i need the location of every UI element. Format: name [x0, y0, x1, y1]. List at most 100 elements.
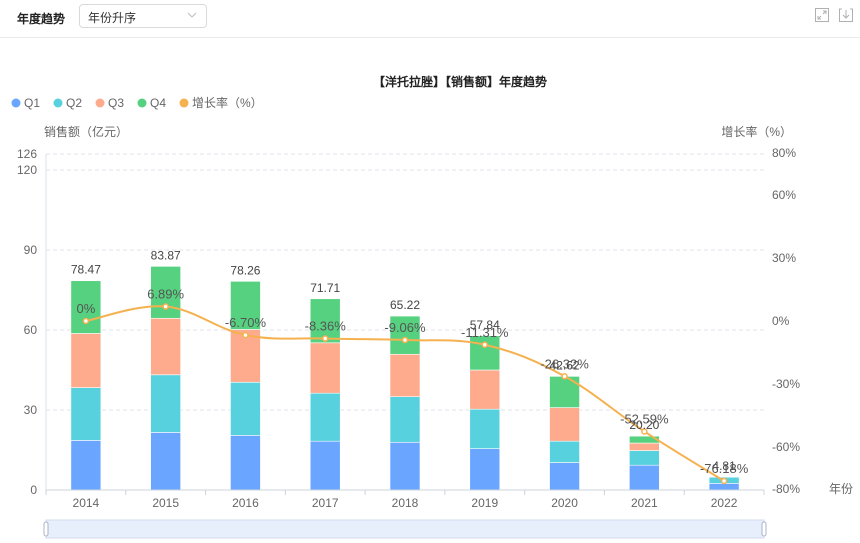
- fullscreen-icon[interactable]: [815, 8, 829, 22]
- legend-item[interactable]: 增长率（%）: [179, 95, 263, 110]
- x-tick-label: 2016: [232, 496, 259, 510]
- growth-label-2015: 6.89%: [147, 287, 184, 302]
- bar-q3-2017: [309, 342, 341, 394]
- bar-q2-2014: [70, 387, 102, 441]
- bar-q1-2015: [150, 432, 181, 491]
- bar-q2-2017: [309, 392, 341, 442]
- x-tick-label: 2014: [73, 496, 100, 510]
- datazoom-handle-left[interactable]: [43, 521, 49, 537]
- growth-point-2017: [321, 335, 329, 342]
- bar-q1-2021: [629, 464, 660, 491]
- sort-select-value: 年份升序: [88, 11, 137, 25]
- y-axis-ticks: 0 30 60 90 120 126: [17, 147, 37, 497]
- legend-label: 增长率（%）: [192, 95, 263, 110]
- growth-point-2016: [242, 331, 249, 339]
- legend-marker: [53, 98, 63, 108]
- x-tick-label: 2021: [631, 496, 658, 510]
- bar-q3-2018: [389, 353, 421, 397]
- bar-q4-2018: [389, 315, 421, 355]
- y-tick-label: 60: [24, 323, 38, 337]
- x-tick-label: 2022: [711, 496, 738, 510]
- datazoom-track[interactable]: [45, 519, 765, 539]
- growth-point-2014: [82, 317, 90, 325]
- sort-select[interactable]: 年份升序: [79, 4, 207, 28]
- bar-q2-2019: [469, 408, 501, 449]
- total-label-2017: 71.71: [310, 281, 340, 295]
- x-axis: 2014 2015 2016 2017 2018 2019 2020 2021 2022: [45, 489, 765, 510]
- growth-label-2019: -11.31%: [461, 325, 509, 340]
- bar-q4-2016: [230, 281, 261, 330]
- legend-item[interactable]: Q2: [53, 96, 83, 110]
- panel-title: 年度趋势: [17, 12, 66, 26]
- bar-q3-2014: [70, 333, 102, 388]
- bar-q4-2014: [70, 280, 102, 334]
- bar-q1-2022: [708, 483, 740, 491]
- bar-q3-2021: [629, 442, 660, 451]
- growth-label-2016: -6.70%: [225, 315, 267, 330]
- x-tick-label: 2019: [471, 496, 498, 510]
- bar-q1-2018: [389, 441, 421, 491]
- legend-label: Q3: [108, 96, 124, 110]
- bar-q2-2021: [629, 450, 660, 466]
- y2-axis-ticks: -80% -60% -30% 0% 30% 60% 80%: [772, 146, 800, 496]
- total-label-2022: 4.81: [712, 459, 736, 473]
- bar-q4-2021: [629, 435, 660, 444]
- bar-q1-2014: [70, 440, 102, 491]
- total-label-2018: 65.22: [390, 298, 420, 312]
- y2-tick-label: -60%: [772, 440, 800, 454]
- growth-point-2019: [481, 341, 489, 349]
- bar-q1-2017: [309, 440, 341, 491]
- bar-q1-2016: [230, 435, 261, 491]
- y2-axis-title: 增长率（%）: [721, 124, 792, 139]
- legend-item[interactable]: Q1: [11, 96, 41, 110]
- growth-point-2020: [561, 373, 568, 380]
- y2-tick-label: 0%: [772, 314, 790, 328]
- y-tick-label: 90: [24, 243, 38, 257]
- total-label-2016: 78.26: [230, 263, 260, 277]
- growth-label-2018: -9.06%: [384, 320, 426, 335]
- bar-q4-2019: [469, 335, 501, 371]
- bar-q4-2020: [549, 376, 580, 408]
- data-labels: 78.47 83.87 78.26 71.71 65.22 57.84 42.62 20.20…: [71, 248, 749, 476]
- total-label-2021: 20.20: [629, 418, 659, 432]
- datazoom-slider[interactable]: [43, 519, 767, 539]
- legend-item[interactable]: Q3: [95, 96, 125, 110]
- growth-label-2017: -8.36%: [305, 319, 347, 334]
- total-label-2014: 78.47: [71, 263, 101, 277]
- growth-label-2021: -52.59%: [620, 411, 669, 426]
- y2-tick-label: -30%: [772, 377, 800, 391]
- legend: Q1 Q2 Q3 Q4 增长率（%）: [11, 95, 263, 110]
- bar-q1-2019: [469, 448, 501, 491]
- bar-q1-2020: [549, 462, 580, 491]
- y-tick-label: 30: [24, 403, 38, 417]
- bars: [70, 266, 740, 491]
- bar-q2-2020: [549, 440, 580, 463]
- chevron-down-icon: [187, 12, 197, 18]
- bar-q3-2020: [549, 407, 580, 442]
- bar-q2-2015: [150, 374, 181, 433]
- download-icon[interactable]: [839, 8, 853, 22]
- x-axis-title: 年份: [829, 482, 853, 496]
- growth-point-2015: [162, 303, 169, 310]
- chart-title: 【洋托拉脞】【销售额】年度趋势: [373, 74, 547, 89]
- y-tick-label: 126: [17, 147, 37, 161]
- growth-point-2021: [641, 428, 648, 435]
- datazoom-handle-right[interactable]: [761, 521, 767, 537]
- growth-line: [82, 303, 728, 485]
- x-tick-label: 2020: [551, 496, 578, 510]
- legend-item[interactable]: Q4: [137, 96, 167, 110]
- growth-point-2022: [720, 477, 728, 485]
- x-tick-label: 2017: [312, 496, 339, 510]
- x-tick-label: 2015: [152, 496, 179, 510]
- total-label-2020: 42.62: [550, 358, 580, 372]
- bar-q3-2015: [150, 317, 181, 376]
- y2-tick-label: -80%: [772, 482, 800, 496]
- legend-label: Q1: [24, 96, 40, 110]
- bar-q2-2018: [389, 396, 421, 443]
- total-label-2019: 57.84: [470, 318, 500, 332]
- legend-marker: [11, 98, 21, 108]
- y-tick-label: 120: [17, 163, 37, 177]
- sales-trend-chart: 【洋托拉脞】【销售额】年度趋势 Q1 Q2 Q3 Q4 增长率（%） 销售额（亿元） 增…: [11, 74, 853, 539]
- y2-tick-label: 60%: [772, 188, 796, 202]
- y-axis-title: 销售额（亿元）: [44, 124, 128, 139]
